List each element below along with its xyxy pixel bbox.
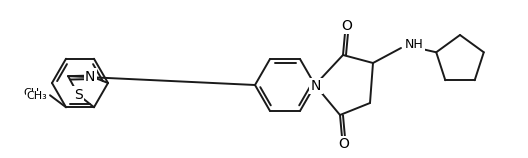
Text: N: N — [311, 79, 321, 93]
Text: O: O — [338, 137, 350, 151]
Text: CH₃: CH₃ — [26, 91, 47, 101]
Text: O: O — [342, 19, 352, 33]
Text: NH: NH — [405, 37, 424, 51]
Text: N: N — [85, 70, 96, 84]
Text: S: S — [74, 88, 82, 102]
Text: CH₃: CH₃ — [23, 88, 44, 98]
